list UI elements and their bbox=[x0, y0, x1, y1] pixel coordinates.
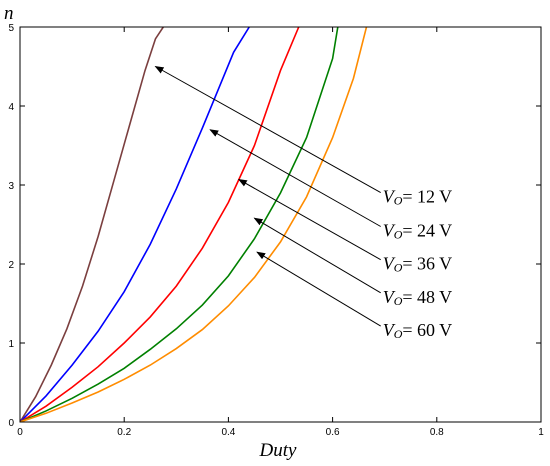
y-tick-label: 0 bbox=[8, 418, 14, 429]
axes-frame bbox=[19, 26, 542, 423]
y-tick-label: 5 bbox=[8, 23, 14, 34]
annotation-label-5: VO= 60 V bbox=[383, 320, 453, 341]
annotation-layer: VO= 12 V VO= 24 V VO= 36 V VO= 48 V VO= 60 V bbox=[154, 66, 453, 341]
x-tick-label: 0 bbox=[17, 427, 23, 438]
series-line-vo-36 bbox=[20, 27, 300, 422]
annotation-label-2: VO= 24 V bbox=[383, 221, 453, 242]
x-tick-label: 1 bbox=[538, 427, 544, 438]
series-line-vo-12 bbox=[20, 27, 164, 422]
y-axis-title: n bbox=[4, 3, 14, 24]
series-line-vo-24 bbox=[20, 27, 250, 422]
x-tick-label: 0.2 bbox=[117, 427, 131, 438]
annotation-arrow-5 bbox=[256, 251, 381, 327]
y-tick-label: 1 bbox=[8, 339, 14, 350]
series-layer bbox=[20, 27, 368, 422]
series-line-vo-60 bbox=[20, 27, 368, 422]
y-tick-label: 2 bbox=[8, 260, 14, 271]
x-tick-label: 0.4 bbox=[221, 427, 235, 438]
y-tick-label: 4 bbox=[8, 102, 14, 113]
annotation-arrow-1 bbox=[154, 66, 381, 193]
annotation-arrow-4 bbox=[253, 217, 381, 294]
annotation-label-4: VO= 48 V bbox=[383, 287, 453, 308]
series-line-vo-48 bbox=[20, 27, 339, 422]
x-axis-title: Duty bbox=[259, 440, 298, 461]
x-tick-label: 0.6 bbox=[326, 427, 340, 438]
x-tick-label: 0.8 bbox=[430, 427, 444, 438]
annotation-label-3: VO= 36 V bbox=[383, 254, 453, 275]
y-tick-label: 3 bbox=[8, 181, 14, 192]
annotation-label-1: VO= 12 V bbox=[383, 187, 453, 208]
annotation-arrow-2 bbox=[209, 129, 381, 227]
annotation-arrow-3 bbox=[237, 178, 381, 261]
axes-layer: 0 0.2 0.4 0.6 0.8 1 0 1 2 3 4 5 Duty n bbox=[4, 3, 544, 461]
